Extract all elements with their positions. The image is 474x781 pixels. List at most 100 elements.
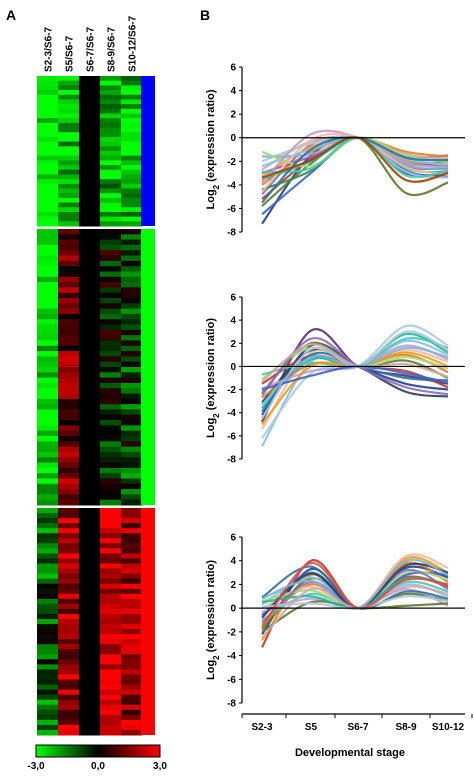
heatmap-cell bbox=[58, 382, 80, 389]
heatmap-cell bbox=[37, 372, 59, 379]
heatmap-cell bbox=[58, 324, 80, 331]
heatmap-cell bbox=[37, 211, 59, 218]
heatmap-cell bbox=[100, 118, 122, 124]
heatmap-cell bbox=[100, 94, 122, 100]
heatmap-cell bbox=[79, 188, 101, 194]
heatmap-cell bbox=[58, 388, 80, 395]
heatmap-cell bbox=[100, 684, 122, 691]
heatmap-cell bbox=[37, 155, 59, 161]
heatmap-cell bbox=[100, 340, 122, 347]
heatmap-cell bbox=[121, 282, 143, 288]
heatmap-cell bbox=[58, 593, 80, 600]
heatmap-cell bbox=[121, 335, 143, 341]
heatmap-cell bbox=[79, 489, 101, 495]
heatmap-cell bbox=[58, 85, 80, 91]
heatmap-cell bbox=[37, 377, 59, 384]
heatmap-cell bbox=[100, 483, 122, 490]
heatmap-cell bbox=[37, 473, 59, 479]
heatmap-cell bbox=[100, 563, 122, 570]
heatmap-cell bbox=[58, 674, 80, 681]
heatmap-cell bbox=[58, 76, 80, 82]
heatmap-cell bbox=[100, 303, 122, 310]
heatmap-cell bbox=[121, 239, 143, 246]
heatmap-cell bbox=[79, 99, 101, 105]
heatmap-cell bbox=[37, 664, 59, 670]
heatmap-cell bbox=[37, 494, 59, 501]
heatmap-cell bbox=[58, 169, 80, 175]
heatmap-cell bbox=[79, 679, 101, 686]
heatmap-cell bbox=[100, 425, 122, 432]
heatmap-cell bbox=[100, 462, 122, 469]
heatmap-cell bbox=[58, 420, 80, 426]
heatmap-cell bbox=[79, 414, 101, 421]
heatmap-cell bbox=[121, 377, 143, 384]
heatmap-cell bbox=[79, 165, 101, 171]
y-axis-label: Log2 (expression ratio) bbox=[205, 560, 221, 680]
cluster-color-bar bbox=[141, 76, 155, 226]
heatmap-cell bbox=[100, 113, 122, 119]
heatmap-cell bbox=[37, 478, 59, 485]
heatmap-cell bbox=[79, 694, 101, 701]
heatmap-cell bbox=[121, 136, 143, 143]
heatmap-cell bbox=[37, 313, 59, 320]
heatmap-cell bbox=[121, 160, 143, 166]
heatmap-cell bbox=[100, 634, 122, 640]
heatmap-cell bbox=[100, 548, 122, 554]
heatmap-cell bbox=[37, 724, 59, 731]
heatmap-cell bbox=[37, 127, 59, 133]
heatmap-cell bbox=[100, 719, 122, 726]
heatmap-cell bbox=[121, 629, 143, 635]
heatmap-cell bbox=[58, 538, 80, 544]
heatmap-cell bbox=[100, 473, 122, 479]
heatmap-cell bbox=[100, 523, 122, 529]
heatmap-cell bbox=[79, 618, 101, 625]
heatmap-cell bbox=[58, 255, 80, 262]
y-tick-label: 4 bbox=[230, 86, 236, 97]
heatmap-cell bbox=[79, 724, 101, 731]
heatmap-cell bbox=[79, 372, 101, 379]
heatmap-cell bbox=[100, 639, 122, 645]
heatmap-cell bbox=[37, 351, 59, 357]
heatmap-cell bbox=[121, 244, 143, 251]
heatmap-cell bbox=[37, 118, 59, 124]
heatmap-cell bbox=[100, 729, 122, 736]
heatmap-cell bbox=[58, 624, 80, 630]
heatmap-cell bbox=[37, 441, 59, 448]
heatmap-cell bbox=[79, 169, 101, 175]
heatmap-cell bbox=[121, 409, 143, 416]
heatmap-cell bbox=[58, 127, 80, 133]
heatmap-cell bbox=[37, 260, 59, 267]
heatmap-cell bbox=[37, 654, 59, 660]
heatmap-cell bbox=[121, 319, 143, 326]
heatmap-cell bbox=[100, 127, 122, 133]
heatmap-cell bbox=[100, 160, 122, 166]
y-tick-label: -6 bbox=[227, 675, 236, 686]
heatmap-cell bbox=[100, 276, 122, 283]
y-axis-label: Log2 (expression ratio) bbox=[205, 89, 221, 209]
heatmap-cell bbox=[58, 699, 80, 706]
y-tick-label: 2 bbox=[230, 110, 236, 121]
heatmap-cell bbox=[79, 151, 101, 157]
heatmap-cell bbox=[100, 85, 122, 91]
heatmap-cell bbox=[100, 313, 122, 320]
heatmap-cell bbox=[100, 446, 122, 453]
heatmap-cell bbox=[79, 324, 101, 331]
heatmap-cell bbox=[100, 80, 122, 86]
scale-min-label: -3,0 bbox=[27, 761, 45, 772]
y-tick-label: 4 bbox=[230, 316, 236, 327]
heatmap-cell bbox=[121, 216, 143, 222]
heatmap-cell bbox=[79, 518, 101, 524]
heatmap-cell bbox=[79, 356, 101, 363]
heatmap-cell bbox=[37, 361, 59, 368]
heatmap-cell bbox=[79, 211, 101, 218]
heatmap-cell bbox=[121, 174, 143, 180]
heatmap-cell bbox=[37, 388, 59, 395]
heatmap-cell bbox=[79, 244, 101, 251]
heatmap-cell bbox=[37, 598, 59, 605]
heatmap-cell bbox=[37, 229, 59, 235]
heatmap-cell bbox=[100, 588, 122, 595]
heatmap-cell bbox=[100, 122, 122, 129]
heatmap-cell bbox=[121, 430, 143, 437]
heatmap-cell bbox=[121, 122, 143, 129]
heatmap-cell bbox=[79, 393, 101, 400]
